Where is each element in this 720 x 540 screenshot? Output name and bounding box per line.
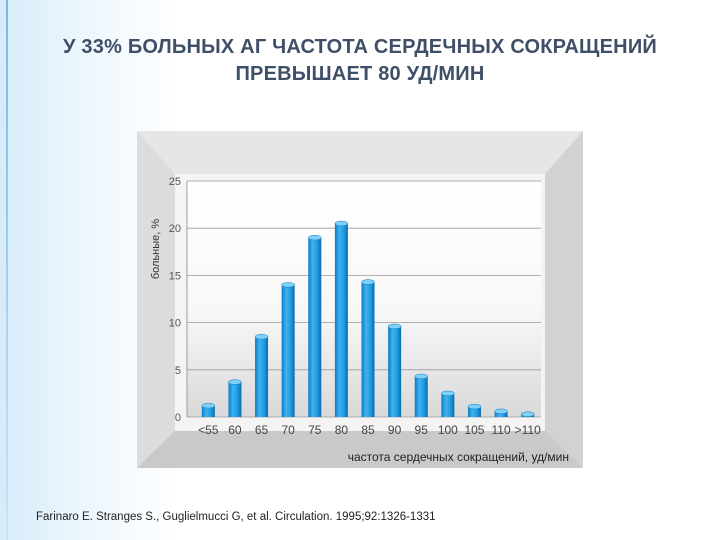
bar-top-cap (361, 279, 375, 285)
y-tick-label: 20 (169, 223, 181, 235)
x-tick-label: 65 (255, 423, 269, 437)
x-axis-label: частота сердечных сокращений, уд/мин (348, 450, 569, 464)
bar-top-cap (308, 234, 322, 241)
bar (201, 405, 215, 417)
bar (467, 406, 481, 417)
x-tick-label: 80 (335, 423, 349, 437)
bar-top-cap (441, 390, 455, 397)
bar (255, 336, 269, 417)
y-axis-label: больные, % (150, 219, 162, 280)
bar-top-cap (520, 411, 535, 417)
bar (361, 282, 375, 417)
x-tick-label: >110 (515, 423, 541, 437)
bar (494, 411, 508, 417)
bar (441, 393, 455, 417)
bar (281, 284, 295, 417)
y-tick-label: 10 (169, 318, 181, 330)
bar-top-cap (201, 403, 216, 409)
frame-left-bevel (137, 131, 175, 468)
bar-top-cap (334, 220, 349, 227)
bar-top-cap (228, 379, 242, 385)
bar-chart: 0 5 10 15 20 25 <55 60 65 70 75 80 85 90 95 100 105 110 >… (137, 131, 583, 468)
title-line-2: ПРЕВЫШАЕТ 80 УД/МИН (235, 63, 485, 85)
x-tick-label: 75 (308, 423, 322, 437)
x-tick-label: 60 (228, 423, 242, 437)
y-tick-label: 0 (175, 412, 181, 424)
frame-right-bevel (545, 131, 583, 468)
bar (334, 223, 348, 417)
x-tick-label: 95 (415, 423, 429, 437)
bar-top-cap (281, 282, 295, 288)
y-tick-label: 25 (169, 176, 181, 188)
x-tick-label: <55 (198, 423, 219, 437)
bar (388, 326, 402, 417)
x-tick-label: 70 (281, 423, 295, 437)
y-tick-label: 15 (169, 270, 181, 282)
bar (228, 382, 242, 417)
x-tick-label: 105 (464, 423, 484, 437)
bar-top-cap (414, 373, 428, 380)
left-accent-line (6, 0, 8, 540)
bar-top-cap (494, 408, 508, 414)
bar (308, 237, 322, 417)
bar-top-cap (467, 403, 482, 410)
slide-title: У 33% БОЛЬНЫХ АГ ЧАСТОТА СЕРДЕЧНЫХ СОКРА… (0, 34, 720, 88)
frame-bottom-bevel (137, 431, 583, 468)
citation: Farinaro E. Stranges S., Guglielmucci G,… (36, 511, 436, 523)
title-line-1: У 33% БОЛЬНЫХ АГ ЧАСТОТА СЕРДЕЧНЫХ СОКРА… (63, 36, 657, 58)
x-tick-label: 85 (361, 423, 375, 437)
x-tick-label: 90 (388, 423, 402, 437)
bar (414, 376, 428, 417)
x-tick-label: 100 (438, 423, 458, 437)
x-tick-label: 110 (492, 423, 511, 437)
chart-frame: 0 5 10 15 20 25 <55 60 65 70 75 80 85 90 95 100 105 110 >… (137, 131, 583, 468)
bar-top-cap (254, 334, 269, 340)
bar-top-cap (387, 323, 402, 330)
frame-top-bevel (137, 131, 583, 174)
y-tick-label: 5 (175, 365, 181, 377)
